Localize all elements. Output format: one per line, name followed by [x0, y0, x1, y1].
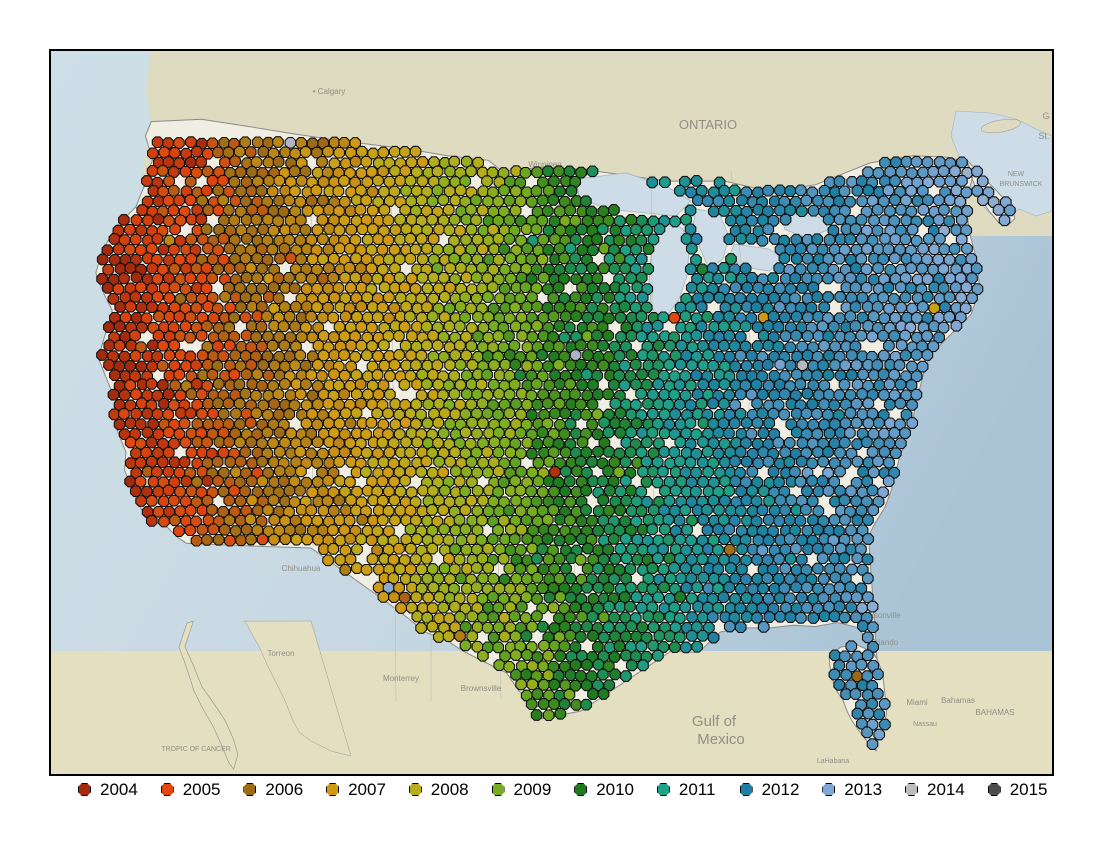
svg-text:NEW: NEW [1008, 171, 1025, 178]
svg-text:LaHabana: LaHabana [817, 758, 849, 765]
svg-text:Monterrey: Monterrey [383, 674, 419, 683]
svg-text:Chihuahua: Chihuahua [282, 564, 321, 573]
svg-text:Gulf of: Gulf of [692, 713, 737, 730]
svg-text:Nassau: Nassau [913, 721, 937, 728]
svg-text:BAHAMAS: BAHAMAS [975, 708, 1014, 717]
svg-text:Mexico: Mexico [697, 731, 745, 748]
svg-text:• Calgary: • Calgary [313, 87, 346, 96]
svg-text:Miami: Miami [906, 698, 928, 707]
svg-text:TROPIC OF CANCER: TROPIC OF CANCER [161, 746, 231, 753]
svg-text:ONTARIO: ONTARIO [679, 117, 737, 132]
svg-text:Bahamas: Bahamas [941, 696, 975, 705]
svg-text:G: G [1042, 111, 1049, 121]
svg-text:Torreon: Torreon [267, 649, 294, 658]
svg-text:Brownsville: Brownsville [461, 684, 502, 693]
svg-text:BRUNSWICK: BRUNSWICK [1000, 181, 1043, 188]
svg-text:St.: St. [1038, 131, 1049, 141]
